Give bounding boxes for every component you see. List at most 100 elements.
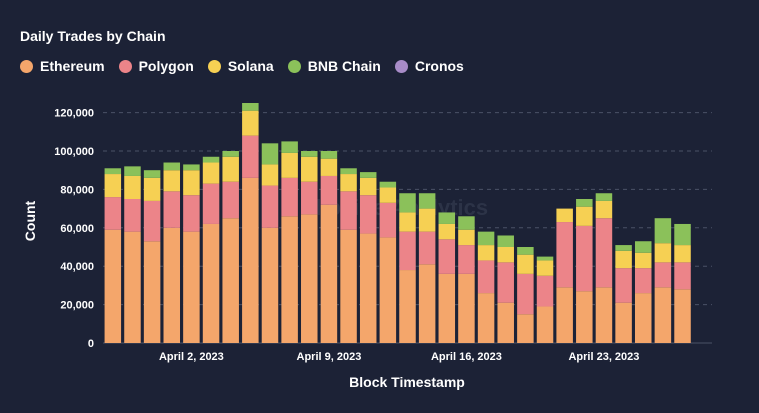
- bar-segment-bnb-chain[interactable]: [595, 193, 613, 201]
- bar-segment-polygon[interactable]: [320, 175, 338, 205]
- bar-segment-solana[interactable]: [143, 177, 161, 201]
- bar-segment-polygon[interactable]: [536, 275, 554, 307]
- bar-segment-polygon[interactable]: [654, 262, 672, 288]
- bar-segment-solana[interactable]: [261, 164, 279, 186]
- bar-segment-ethereum[interactable]: [595, 287, 613, 343]
- bar-segment-bnb-chain[interactable]: [163, 162, 181, 171]
- bar-segment-ethereum[interactable]: [163, 227, 181, 343]
- bar-segment-polygon[interactable]: [202, 183, 220, 224]
- bar-segment-solana[interactable]: [477, 245, 495, 261]
- bar-segment-bnb-chain[interactable]: [281, 141, 298, 153]
- bar-segment-ethereum[interactable]: [124, 231, 141, 343]
- bar-segment-polygon[interactable]: [183, 195, 200, 232]
- bar-segment-bnb-chain[interactable]: [536, 256, 554, 261]
- bar-segment-polygon[interactable]: [222, 181, 239, 219]
- bar-segment-ethereum[interactable]: [517, 314, 534, 343]
- bar-segment-bnb-chain[interactable]: [340, 168, 357, 175]
- bar-segment-solana[interactable]: [399, 212, 416, 232]
- bar-segment-solana[interactable]: [615, 250, 632, 269]
- bar-segment-solana[interactable]: [183, 170, 200, 196]
- bar-segment-ethereum[interactable]: [458, 273, 475, 343]
- bar-segment-ethereum[interactable]: [497, 302, 514, 343]
- bar-segment-polygon[interactable]: [261, 185, 279, 228]
- bar-segment-ethereum[interactable]: [143, 241, 161, 343]
- bar-segment-solana[interactable]: [595, 200, 613, 219]
- bar-segment-polygon[interactable]: [340, 191, 357, 230]
- bar-segment-bnb-chain[interactable]: [222, 151, 239, 157]
- bar-segment-bnb-chain[interactable]: [261, 143, 279, 165]
- bar-segment-polygon[interactable]: [242, 135, 259, 178]
- bar-segment-ethereum[interactable]: [615, 302, 632, 343]
- bar-segment-polygon[interactable]: [615, 268, 632, 303]
- bar-segment-ethereum[interactable]: [536, 306, 554, 343]
- bar-segment-solana[interactable]: [301, 156, 318, 182]
- bar-segment-bnb-chain[interactable]: [104, 168, 122, 175]
- bar-segment-polygon[interactable]: [438, 239, 456, 274]
- bar-segment-solana[interactable]: [517, 254, 534, 274]
- bar-segment-bnb-chain[interactable]: [183, 164, 200, 171]
- bar-segment-bnb-chain[interactable]: [202, 156, 220, 163]
- bar-segment-bnb-chain[interactable]: [477, 231, 495, 246]
- bar-segment-polygon[interactable]: [281, 177, 298, 217]
- bar-segment-ethereum[interactable]: [379, 237, 397, 343]
- bar-segment-polygon[interactable]: [301, 181, 318, 215]
- bar-segment-polygon[interactable]: [163, 191, 181, 228]
- bar-segment-ethereum[interactable]: [202, 223, 220, 343]
- bar-segment-bnb-chain[interactable]: [654, 218, 672, 244]
- bar-segment-bnb-chain[interactable]: [517, 247, 534, 255]
- bar-segment-bnb-chain[interactable]: [124, 166, 141, 176]
- bar-segment-polygon[interactable]: [124, 199, 141, 232]
- bar-segment-bnb-chain[interactable]: [497, 235, 514, 247]
- bar-segment-bnb-chain[interactable]: [320, 151, 338, 159]
- bar-segment-ethereum[interactable]: [222, 218, 239, 343]
- bar-segment-bnb-chain[interactable]: [634, 241, 652, 253]
- bar-segment-ethereum[interactable]: [576, 291, 593, 343]
- bar-segment-solana[interactable]: [418, 208, 436, 232]
- bar-segment-solana[interactable]: [379, 187, 397, 203]
- bar-segment-ethereum[interactable]: [242, 177, 259, 343]
- bar-segment-polygon[interactable]: [595, 218, 613, 288]
- bar-segment-polygon[interactable]: [477, 260, 495, 294]
- bar-segment-polygon[interactable]: [379, 202, 397, 238]
- bar-segment-ethereum[interactable]: [654, 287, 672, 343]
- bar-segment-polygon[interactable]: [104, 197, 122, 230]
- bar-segment-solana[interactable]: [222, 156, 239, 182]
- bar-segment-bnb-chain[interactable]: [418, 193, 436, 209]
- bar-segment-polygon[interactable]: [458, 245, 475, 274]
- bar-segment-bnb-chain[interactable]: [242, 103, 259, 111]
- bar-segment-solana[interactable]: [104, 174, 122, 198]
- bar-segment-bnb-chain[interactable]: [143, 170, 161, 178]
- bar-segment-solana[interactable]: [634, 252, 652, 269]
- bar-segment-bnb-chain[interactable]: [674, 223, 691, 246]
- bar-segment-polygon[interactable]: [143, 200, 161, 242]
- bar-segment-bnb-chain[interactable]: [438, 212, 456, 224]
- bar-segment-polygon[interactable]: [497, 262, 514, 303]
- bar-segment-ethereum[interactable]: [634, 293, 652, 343]
- bar-segment-ethereum[interactable]: [477, 293, 495, 343]
- bar-segment-ethereum[interactable]: [261, 227, 279, 343]
- bar-segment-bnb-chain[interactable]: [615, 245, 632, 251]
- bar-segment-ethereum[interactable]: [438, 273, 456, 343]
- bar-segment-ethereum[interactable]: [183, 231, 200, 343]
- bar-segment-ethereum[interactable]: [674, 289, 691, 343]
- bar-segment-ethereum[interactable]: [359, 233, 377, 343]
- bar-segment-polygon[interactable]: [399, 231, 416, 271]
- bar-segment-bnb-chain[interactable]: [399, 193, 416, 213]
- bar-segment-polygon[interactable]: [517, 273, 534, 315]
- bar-segment-ethereum[interactable]: [556, 287, 573, 343]
- bar-segment-solana[interactable]: [242, 110, 259, 136]
- bar-segment-solana[interactable]: [320, 158, 338, 176]
- bar-segment-solana[interactable]: [163, 170, 181, 192]
- bar-segment-ethereum[interactable]: [301, 214, 318, 343]
- bar-segment-ethereum[interactable]: [399, 270, 416, 343]
- bar-segment-bnb-chain[interactable]: [576, 199, 593, 207]
- bar-segment-solana[interactable]: [281, 152, 298, 178]
- bar-segment-solana[interactable]: [359, 177, 377, 196]
- bar-segment-solana[interactable]: [576, 206, 593, 226]
- bar-segment-ethereum[interactable]: [104, 229, 122, 343]
- bar-segment-ethereum[interactable]: [340, 229, 357, 343]
- bar-segment-ethereum[interactable]: [320, 204, 338, 343]
- bar-segment-bnb-chain[interactable]: [359, 172, 377, 178]
- bar-segment-solana[interactable]: [536, 260, 554, 276]
- bar-segment-solana[interactable]: [497, 247, 514, 263]
